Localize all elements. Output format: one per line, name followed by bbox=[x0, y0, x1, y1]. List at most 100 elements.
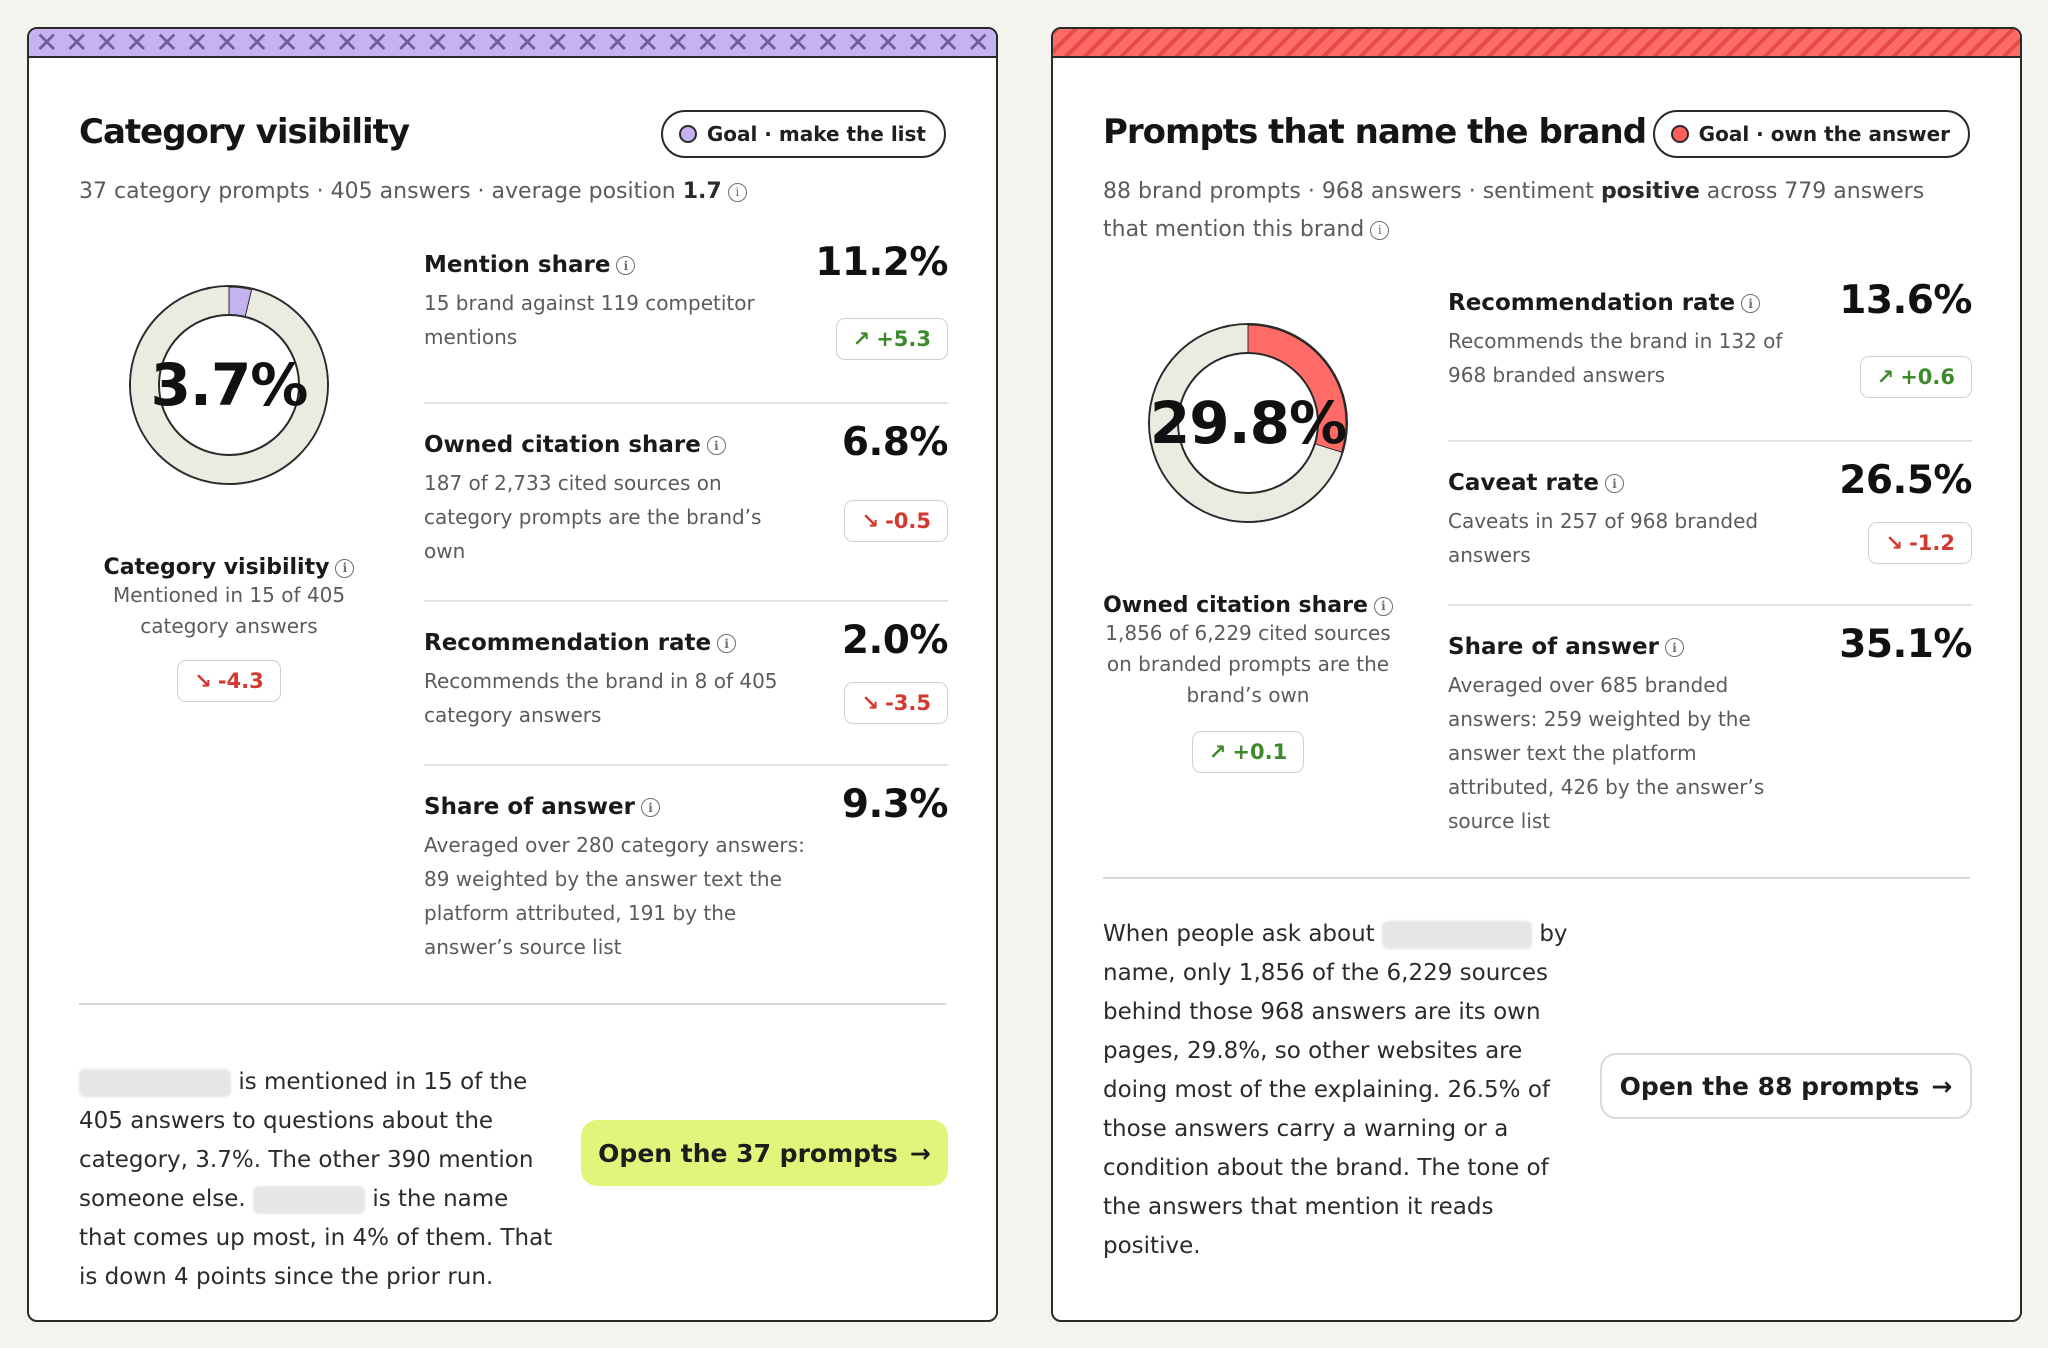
info-icon[interactable]: i bbox=[1741, 294, 1761, 313]
metric-desc-line: answers: 259 weighted by the bbox=[1448, 707, 1751, 731]
metric-description: Recommends the brand in 132 of 968 brand… bbox=[1448, 324, 1972, 392]
delta-value: -1.2 bbox=[1909, 531, 1955, 555]
summary-line: 405 answers to questions about the bbox=[79, 1108, 494, 1134]
metrics-list: Recommendation rate i Recommends the bran… bbox=[1448, 278, 1972, 846]
metric-value: 9.3% bbox=[841, 782, 949, 827]
summary-line: doing most of the explaining. 26.5% of bbox=[1103, 1077, 1551, 1103]
info-icon[interactable]: i bbox=[727, 182, 747, 202]
donut-desc-line: Mentioned in 15 of 405 bbox=[112, 583, 346, 607]
metric-description: Averaged over 280 category answers: 89 w… bbox=[424, 828, 948, 964]
metric-name-text: Caveat rate bbox=[1448, 470, 1599, 496]
metric-caveat-rate: Caveat rate i Caveats in 257 of 968 brand… bbox=[1448, 442, 1972, 606]
strip-x-mark: ✕ bbox=[876, 29, 900, 58]
metric-value: 13.6% bbox=[1839, 278, 1972, 323]
metric-name-text: Recommendation rate bbox=[1448, 290, 1736, 316]
metric-owned-citation-share: Owned citation share i 187 of 2,733 cited… bbox=[424, 404, 949, 602]
strip-x-mark: ✕ bbox=[185, 29, 209, 58]
goal-dot-icon bbox=[1670, 125, 1689, 143]
info-icon[interactable]: i bbox=[1373, 596, 1393, 616]
donut-description: Mentioned in 15 of 405 category answers bbox=[79, 580, 379, 642]
strip-x-mark: ✕ bbox=[35, 29, 59, 58]
info-icon[interactable]: i bbox=[1370, 220, 1390, 240]
info-icon[interactable]: i bbox=[335, 558, 355, 578]
strip-x-mark: ✕ bbox=[425, 29, 450, 58]
summary-line: is mentioned in 15 of the bbox=[238, 1069, 528, 1095]
strip-x-mark: ✕ bbox=[966, 29, 990, 58]
metric-recommendation-rate: Recommendation rate i Recommends the bran… bbox=[424, 602, 949, 766]
delta-badge: ↗ +0.6 bbox=[1859, 356, 1972, 398]
arrow-up-right-icon: ↗ bbox=[852, 327, 871, 351]
metric-desc-line: Recommends the brand in 8 of 405 bbox=[424, 669, 778, 693]
info-icon[interactable]: i bbox=[616, 256, 636, 275]
strip-x-mark: ✕ bbox=[365, 29, 389, 58]
donut-label-text: Category visibility bbox=[103, 555, 330, 580]
metric-desc-line: Caveats in 257 of 968 branded bbox=[1448, 509, 1759, 533]
open-88-prompts-button[interactable]: Open the 88 prompts → bbox=[1600, 1053, 1972, 1119]
average-position-value: 1.7 bbox=[682, 179, 722, 204]
strip-x-mark: ✕ bbox=[215, 29, 239, 58]
info-icon[interactable]: i bbox=[717, 634, 737, 653]
arrow-down-right-icon: ↘ bbox=[861, 691, 880, 715]
strip-x-mark: ✕ bbox=[816, 29, 840, 58]
strip-x-mark: ✕ bbox=[605, 29, 630, 58]
arrow-up-right-icon: ↗ bbox=[1208, 740, 1227, 764]
metric-desc-line: Recommends the brand in 132 of bbox=[1448, 329, 1783, 353]
metric-description: 15 brand against 119 competitor mentions bbox=[424, 286, 948, 354]
info-icon[interactable]: i bbox=[1604, 474, 1624, 493]
delta-value: -0.5 bbox=[885, 509, 931, 533]
info-icon[interactable]: i bbox=[1665, 638, 1684, 657]
strip-x-mark: ✕ bbox=[726, 29, 750, 58]
category-visibility-card: ✕ ✕ ✕ ✕ ✕ ✕ ✕ ✕ ✕ ✕ ✕ ✕ ✕ ✕ ✕ ✕ ✕ ✕ ✕ ✕ ✕ ✕ ✕ ✕ ✕ ✕ ✕ ✕ ✕ ✕ ✕ ✕ Categor… bbox=[27, 27, 998, 1322]
card-title: Category visibility bbox=[79, 112, 410, 152]
info-icon[interactable]: i bbox=[641, 798, 660, 817]
donut-desc-line: category answers bbox=[140, 614, 318, 638]
donut-label: Category visibility i bbox=[79, 555, 379, 580]
strip-x-mark: ✕ bbox=[635, 29, 660, 58]
metric-name-text: Share of answer bbox=[424, 794, 635, 820]
arrow-right-icon: → bbox=[1931, 1071, 1953, 1101]
arrow-down-right-icon: ↘ bbox=[194, 669, 212, 693]
strip-x-mark: ✕ bbox=[906, 29, 930, 58]
summary-line: by bbox=[1539, 921, 1568, 947]
metric-desc-line: category answers bbox=[424, 703, 602, 727]
summary-line: those answers carry a warning or a bbox=[1103, 1116, 1509, 1142]
strip-x-mark: ✕ bbox=[65, 29, 89, 58]
metric-recommendation-rate: Recommendation rate i Recommends the bran… bbox=[1448, 278, 1972, 442]
donut-chart: 3.7% bbox=[109, 265, 349, 505]
metric-desc-line: 968 branded answers bbox=[1448, 363, 1666, 387]
goal-label: Goal · own the answer bbox=[1698, 122, 1950, 146]
donut-chart: 29.8% bbox=[1128, 303, 1368, 543]
card-accent-strip bbox=[1053, 29, 2020, 58]
metric-value: 35.1% bbox=[1839, 622, 1972, 667]
metric-name: Owned citation share i bbox=[424, 430, 948, 460]
strip-x-mark: ✕ bbox=[545, 29, 570, 58]
open-37-prompts-button[interactable]: Open the 37 prompts → bbox=[581, 1120, 948, 1186]
strip-x-mark: ✕ bbox=[245, 29, 269, 58]
delta-badge: ↘ -1.2 bbox=[1868, 522, 1972, 564]
redacted-brand-name bbox=[1382, 920, 1533, 949]
delta-value: -4.3 bbox=[217, 669, 264, 693]
owned-citation-donut-block: 29.8% Owned citation share i 1,856 of 6,2… bbox=[1093, 303, 1403, 773]
metric-desc-line: 15 brand against 119 competitor bbox=[424, 291, 755, 315]
summary-line: behind those 968 answers are its own bbox=[1103, 999, 1541, 1025]
strip-x-mark: ✕ bbox=[786, 29, 810, 58]
donut-desc-line: on branded prompts are the bbox=[1106, 652, 1390, 676]
delta-value: +5.3 bbox=[876, 327, 931, 351]
subtitle-text: 37 category prompts · 405 answers · aver… bbox=[79, 179, 676, 204]
info-icon[interactable]: i bbox=[706, 436, 726, 455]
strip-x-mark: ✕ bbox=[936, 29, 960, 58]
strip-x-mark: ✕ bbox=[575, 29, 600, 58]
metric-share-of-answer: Share of answer i Averaged over 685 brand… bbox=[1448, 606, 1972, 846]
metric-name-text: Share of answer bbox=[1448, 634, 1659, 660]
donut-value: 3.7% bbox=[150, 351, 309, 419]
card-subtitle: 37 category prompts · 405 answers · aver… bbox=[79, 173, 747, 211]
summary-line: name, only 1,856 of the 6,229 sources bbox=[1103, 960, 1549, 986]
card-title: Prompts that name the brand bbox=[1103, 112, 1647, 152]
strip-x-mark: ✕ bbox=[515, 29, 540, 58]
summary-text: is mentioned in 15 of the 405 answers to… bbox=[79, 1063, 564, 1297]
strip-x-mark: ✕ bbox=[305, 29, 329, 58]
metric-name: Mention share i bbox=[424, 250, 948, 280]
goal-label: Goal · make the list bbox=[706, 122, 926, 146]
metric-value: 6.8% bbox=[841, 420, 949, 465]
strip-x-mark: ✕ bbox=[665, 29, 690, 58]
